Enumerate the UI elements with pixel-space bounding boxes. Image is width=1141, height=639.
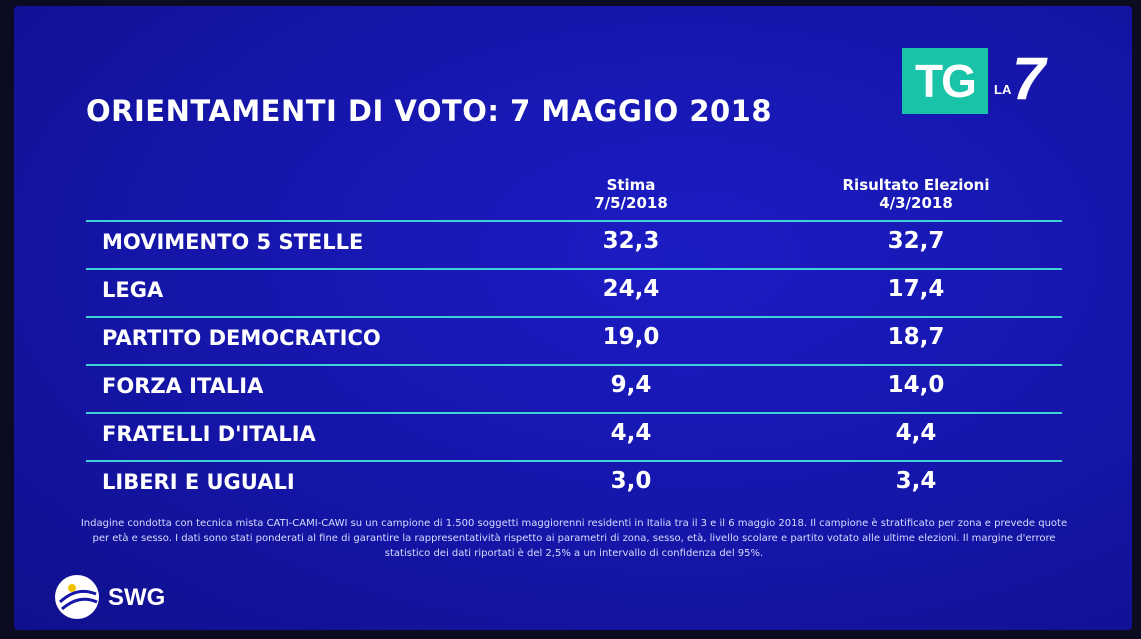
risultato-value: 32,7 <box>887 228 945 254</box>
party-label: LIBERI E UGUALI <box>102 470 295 494</box>
tg-la7-logo: TG LA 7 <box>902 45 1062 114</box>
table-row: PARTITO DEMOCRATICO 19,0 18,7 <box>86 316 1062 364</box>
risultato-value: 3,4 <box>895 468 937 494</box>
table-row: LEGA 24,4 17,4 <box>86 268 1062 316</box>
stima-value: 19,0 <box>602 324 660 350</box>
stima-value: 4,4 <box>610 420 652 446</box>
tg-logo-box: TG <box>902 48 988 114</box>
party-label: FORZA ITALIA <box>102 374 264 398</box>
table-row: LIBERI E UGUALI 3,0 3,4 <box>86 460 1062 508</box>
tv-screen: ORIENTAMENTI DI VOTO: 7 MAGGIO 2018 TG L… <box>14 6 1132 630</box>
stima-value: 3,0 <box>610 468 652 494</box>
stima-value: 24,4 <box>602 276 660 302</box>
stima-value: 32,3 <box>602 228 660 254</box>
risultato-value: 17,4 <box>887 276 945 302</box>
column-header-risultato-line2: 4/3/2018 <box>879 194 953 212</box>
stima-value: 9,4 <box>610 372 652 398</box>
party-label: LEGA <box>102 278 164 302</box>
table-body: MOVIMENTO 5 STELLE 32,3 32,7 LEGA 24,4 1… <box>86 220 1062 508</box>
column-header-stima-line2: 7/5/2018 <box>594 194 668 212</box>
swg-logo-text: SWG <box>108 584 166 611</box>
column-header-risultato-line1: Risultato Elezioni <box>842 176 990 194</box>
chart-title: ORIENTAMENTI DI VOTO: 7 MAGGIO 2018 <box>86 94 773 128</box>
column-header-risultato: Risultato Elezioni 4/3/2018 <box>806 176 1026 212</box>
party-label: PARTITO DEMOCRATICO <box>102 326 381 350</box>
table-row: FRATELLI D'ITALIA 4,4 4,4 <box>86 412 1062 460</box>
column-header-stima-line1: Stima <box>606 176 656 194</box>
risultato-value: 4,4 <box>895 420 937 446</box>
methodology-footnote: Indagine condotta con tecnica mista CATI… <box>80 518 1068 559</box>
risultato-value: 18,7 <box>887 324 945 350</box>
swg-globe-icon <box>55 575 99 619</box>
swg-logo: SWG <box>52 572 202 622</box>
table-row: FORZA ITALIA 9,4 14,0 <box>86 364 1062 412</box>
la-logo-text: LA <box>994 82 1012 97</box>
seven-logo-text: 7 <box>1012 45 1046 112</box>
column-header-stima: Stima 7/5/2018 <box>556 176 706 212</box>
party-label: FRATELLI D'ITALIA <box>102 422 316 446</box>
risultato-value: 14,0 <box>887 372 945 398</box>
table-row: MOVIMENTO 5 STELLE 32,3 32,7 <box>86 220 1062 268</box>
party-label: MOVIMENTO 5 STELLE <box>102 230 364 254</box>
